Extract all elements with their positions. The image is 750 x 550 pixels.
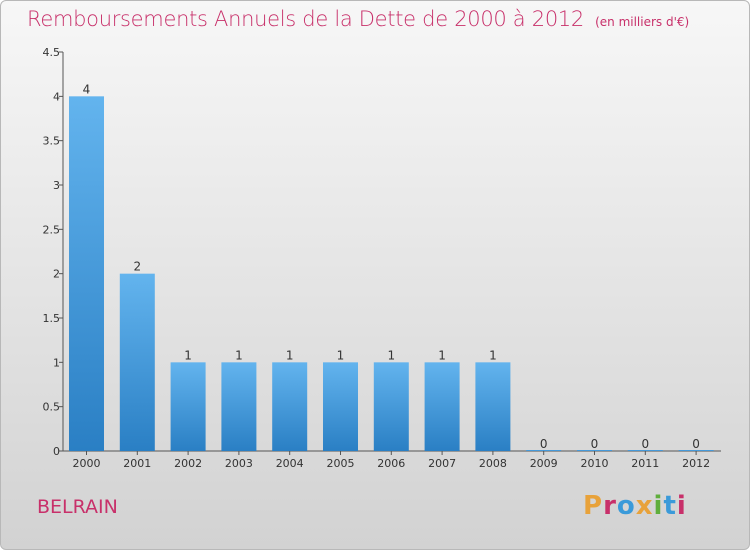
chart-unit: (en milliers d'€) [595,15,690,29]
x-tick-label: 2010 [581,457,609,470]
bar [170,362,206,451]
y-tick-label: 4.5 [43,46,61,59]
logo-letter: r [603,491,617,521]
data-label: 0 [591,437,599,451]
y-tick-label: 0.5 [43,401,61,414]
data-label: 0 [540,437,548,451]
y-tick-label: 0 [53,445,60,458]
logo-letter: o [616,491,636,521]
y-tick-label: 2.5 [43,223,61,236]
x-tick-label: 2000 [73,457,101,470]
x-tick-label: 2001 [123,457,151,470]
y-tick-label: 4 [53,90,60,103]
y-tick-label: 1 [53,356,60,369]
x-tick-label: 2003 [225,457,253,470]
x-tick-label: 2002 [174,457,202,470]
bar [272,362,308,451]
y-tick-label: 1.5 [43,312,61,325]
data-label: 4 [83,82,91,96]
logo-letter: P [583,491,604,521]
bar [577,450,612,451]
bar [373,362,409,451]
data-label: 1 [286,348,294,362]
bar [475,362,511,451]
x-tick-label: 2004 [276,457,304,470]
bar [424,362,460,451]
commune-name: BELRAIN [37,496,118,518]
x-tick-label: 2009 [530,457,558,470]
data-label: 1 [184,348,192,362]
bar [678,450,714,451]
x-tick-label: 2008 [479,457,507,470]
x-tick-label: 2006 [377,457,405,470]
bar [119,273,155,451]
data-label: 1 [438,348,446,362]
logo-letter: i [676,491,687,521]
data-label: 1 [489,348,497,362]
x-tick-label: 2012 [682,457,710,470]
logo-letter: x [635,491,654,521]
bar [221,362,257,451]
data-label: 0 [692,437,700,451]
x-tick-label: 2011 [631,457,659,470]
y-tick-label: 2 [53,268,60,281]
y-tick-label: 3 [53,179,60,192]
title-row: Remboursements Annuels de la Dette de 20… [27,7,689,31]
data-label: 1 [235,348,243,362]
data-label: 0 [641,437,649,451]
proxiti-logo: Proxiti [583,491,687,521]
bar [69,96,104,451]
x-tick-label: 2005 [327,457,355,470]
logo-letter: t [663,491,677,521]
bar [323,362,358,451]
data-label: 1 [387,348,395,362]
y-tick-label: 3.5 [43,135,61,148]
bar [627,450,663,451]
data-label: 2 [133,260,141,274]
bar [526,450,562,451]
x-tick-label: 2007 [428,457,456,470]
chart-title: Remboursements Annuels de la Dette de 20… [27,7,584,31]
logo-letter: i [653,491,664,521]
data-label: 1 [337,348,345,362]
